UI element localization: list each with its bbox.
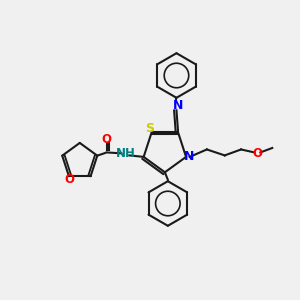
Text: S: S — [145, 122, 154, 136]
Text: O: O — [64, 173, 74, 186]
Text: O: O — [101, 134, 112, 146]
Text: N: N — [173, 99, 183, 112]
Text: O: O — [252, 147, 262, 161]
Text: NH: NH — [116, 147, 136, 161]
Text: N: N — [184, 150, 194, 164]
